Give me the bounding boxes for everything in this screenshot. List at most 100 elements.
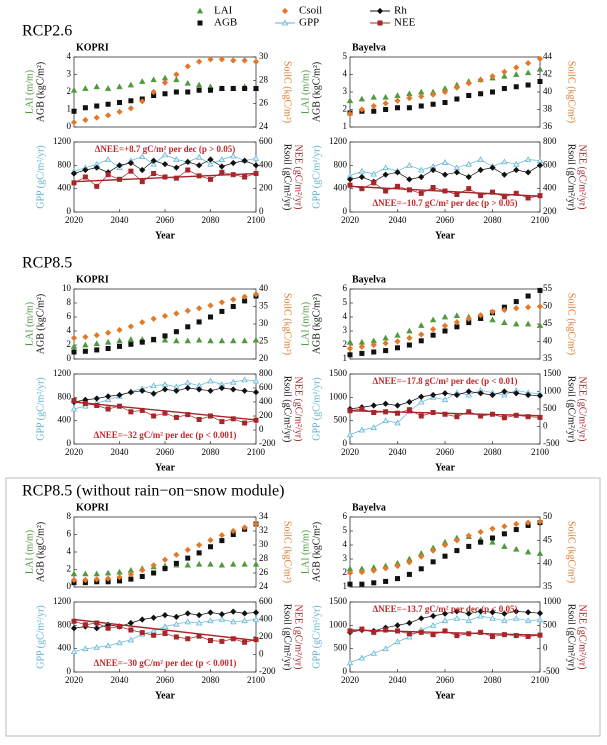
y-axis-label: GPP (gC/m²/yr) — [311, 145, 322, 208]
data-point — [242, 85, 248, 92]
y-tick-label: 800 — [58, 619, 72, 629]
data-point — [489, 615, 496, 621]
data-point — [382, 334, 389, 341]
data-point — [196, 58, 203, 65]
data-point — [430, 612, 437, 620]
data-point — [82, 645, 89, 652]
data-point — [93, 332, 100, 339]
y2-axis-label: NEE (gC/m²/yr) — [577, 377, 588, 442]
y2-tick-label: 45 — [543, 534, 553, 544]
y2-axis-label: SoilC (kgC/m²) — [566, 521, 577, 583]
section-frame — [5, 477, 601, 737]
data-point — [418, 398, 425, 405]
data-point — [104, 569, 112, 576]
data-point — [71, 108, 77, 114]
y2-tick-label: 0 — [543, 421, 548, 431]
data-point — [394, 169, 401, 176]
y-axis-label: AGB (kgC/m²) — [311, 522, 322, 583]
data-point — [94, 347, 100, 353]
data-point — [150, 88, 157, 96]
y-axis-label: AGB (kgC/m²) — [35, 522, 46, 583]
y-tick-label: 5 — [343, 51, 348, 61]
data-point — [70, 170, 78, 177]
y-tick-label: 2 — [67, 339, 72, 349]
data-point — [128, 409, 134, 415]
data-point — [525, 293, 531, 299]
y-tick-label: 8 — [67, 511, 72, 521]
data-point — [513, 299, 519, 305]
data-point — [441, 541, 449, 549]
y-axis-label: AGB (kgC/m²) — [311, 294, 322, 355]
x-tick-label: 2020 — [341, 447, 360, 457]
trend-line — [349, 410, 541, 417]
data-point — [241, 610, 248, 617]
data-point — [151, 632, 157, 638]
y2-tick-label: 200 — [543, 206, 557, 216]
data-point — [139, 166, 146, 174]
data-point — [430, 547, 437, 554]
data-point — [105, 406, 111, 412]
data-point — [242, 639, 248, 645]
y2-axis-label: NEE (gC/m²/yr) — [293, 145, 304, 210]
data-point — [453, 169, 460, 176]
data-point — [173, 89, 179, 95]
data-point — [161, 79, 169, 86]
data-point — [406, 105, 412, 111]
trend-line — [73, 172, 257, 183]
data-point — [501, 391, 508, 398]
x-tick-label: 2100 — [531, 215, 550, 225]
annotation: ΔNEE=−32 gC/m² per dec (p < 0.001) — [94, 430, 237, 440]
data-point — [230, 303, 236, 310]
y-tick-label: 4 — [343, 539, 348, 549]
data-point — [442, 553, 448, 559]
data-point — [93, 625, 100, 632]
data-point — [370, 424, 377, 431]
data-point — [161, 74, 169, 81]
data-point — [128, 98, 134, 104]
y-axis-label: LAI (m/m) — [300, 70, 311, 114]
data-point — [501, 388, 508, 395]
data-point — [94, 183, 100, 189]
data-point — [173, 613, 180, 620]
data-point — [127, 323, 134, 330]
y2-axis-label: SoilC (kgC/m²) — [566, 61, 577, 123]
x-axis-label: Year — [435, 230, 456, 241]
y-tick-label: 3 — [343, 325, 348, 335]
y-tick-label: 2 — [67, 564, 72, 574]
data-point — [441, 610, 449, 617]
y2-tick-label: 30 — [259, 318, 269, 328]
data-point — [185, 89, 191, 95]
data-point — [93, 570, 100, 577]
data-point — [382, 645, 389, 652]
data-point — [252, 609, 260, 616]
data-point — [230, 386, 237, 393]
data-point — [105, 575, 112, 582]
data-point — [394, 419, 401, 426]
data-point — [207, 302, 214, 309]
data-point — [185, 636, 191, 642]
y-axis-label: GPP (gC/m²/yr) — [35, 377, 46, 440]
legend-marker — [197, 20, 203, 26]
x-tick-label: 2060 — [156, 675, 175, 685]
data-point — [525, 169, 532, 176]
data-point — [70, 119, 78, 126]
data-point — [501, 158, 508, 165]
data-point — [370, 102, 377, 110]
data-point — [370, 170, 377, 177]
data-point — [346, 431, 354, 438]
data-point — [513, 305, 520, 312]
data-point — [116, 639, 123, 646]
data-point — [525, 519, 532, 526]
data-point — [116, 343, 123, 349]
data-point — [241, 524, 248, 531]
data-point — [394, 338, 401, 345]
data-point — [370, 341, 377, 349]
data-point — [230, 296, 237, 303]
data-point — [70, 576, 78, 584]
data-point — [241, 617, 248, 624]
data-point — [453, 319, 460, 326]
data-point — [94, 402, 100, 409]
data-point — [173, 175, 179, 181]
y2-axis-label: NEE (gC/m²/yr) — [293, 377, 304, 442]
data-point — [418, 338, 424, 344]
